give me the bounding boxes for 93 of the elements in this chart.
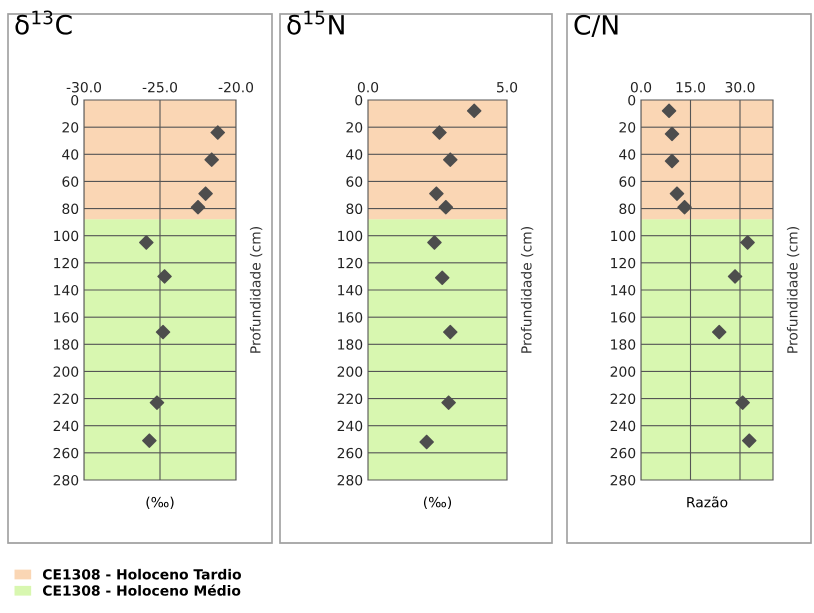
y-tick-label: 40 (62, 149, 78, 160)
y-tick-label: 40 (619, 149, 636, 160)
x-tick-label: -25.0 (142, 82, 178, 92)
point (662, 104, 676, 118)
point (139, 235, 154, 250)
point (443, 324, 458, 340)
y-tick-label: 200 (54, 366, 78, 377)
point (429, 186, 444, 201)
point (670, 186, 684, 201)
x-axis-title: (‰) (146, 496, 174, 510)
x-tick-label: 0.0 (358, 82, 378, 92)
y-tick-label: 0 (71, 94, 78, 106)
point (443, 152, 458, 167)
y-tick-label: 200 (338, 366, 362, 377)
x-axis-title: (‰) (424, 496, 452, 510)
point (419, 434, 434, 450)
y-tick-label: 280 (54, 474, 78, 486)
point (441, 395, 456, 410)
y-tick-label: 140 (54, 284, 78, 296)
y-tick-label: 20 (346, 122, 362, 133)
y-tick-label: 200 (610, 366, 636, 377)
y-tick-label: 60 (346, 176, 362, 187)
y-tick-label: 120 (611, 258, 636, 268)
y-tick-label: 260 (610, 448, 636, 458)
point (434, 270, 450, 286)
y-tick-label: 140 (611, 284, 636, 296)
y-tick-label: 100 (54, 230, 78, 242)
chart-title: C/N (574, 14, 618, 37)
y-tick-label: 80 (619, 204, 636, 214)
y-axis-title: Profundidade (cm) (786, 227, 800, 353)
y-tick-label: 120 (54, 258, 78, 268)
point (427, 235, 442, 250)
y-axis-title: Profundidade (cm) (520, 227, 534, 353)
y-tick-label: 60 (619, 176, 636, 187)
y-axis-title: Profundidade (cm) (250, 227, 262, 353)
y-tick-label: 260 (54, 448, 78, 458)
y-tick-label: 180 (54, 339, 78, 350)
point (150, 395, 164, 410)
y-tick-label: 100 (338, 230, 362, 242)
point (740, 235, 755, 250)
point (142, 433, 157, 448)
y-tick-label: 160 (611, 312, 636, 323)
point (466, 104, 482, 118)
point (677, 200, 692, 214)
point (664, 126, 680, 142)
point (728, 269, 742, 284)
point (198, 186, 213, 201)
point (735, 395, 750, 410)
y-tick-label: 100 (611, 230, 636, 242)
y-tick-label: 280 (338, 474, 362, 486)
x-tick-label: 15.0 (676, 82, 706, 92)
y-tick-label: 260 (338, 448, 362, 458)
y-tick-label: 220 (54, 394, 78, 404)
point (204, 152, 219, 167)
point (210, 125, 226, 140)
y-tick-label: 220 (610, 394, 636, 404)
y-tick-label: 20 (62, 122, 78, 133)
y-tick-label: 240 (610, 420, 636, 432)
point (190, 200, 206, 214)
y-tick-label: 280 (610, 474, 636, 486)
y-tick-label: 0 (355, 94, 362, 106)
point (432, 125, 447, 140)
x-axis-title: Razão (687, 496, 728, 508)
chart-title: δ$^{15}$N (287, 10, 344, 35)
y-tick-label: 180 (338, 339, 362, 350)
x-tick-label: -30.0 (66, 82, 102, 92)
point (712, 324, 726, 340)
y-tick-label: 80 (346, 204, 362, 214)
x-tick-label: 0.0 (630, 82, 652, 92)
x-tick-label: 30.0 (726, 82, 755, 92)
y-tick-label: 120 (338, 258, 362, 268)
y-tick-label: 220 (338, 394, 362, 404)
y-tick-label: 20 (619, 122, 636, 133)
point (742, 433, 757, 448)
legend-label: CE1308 - Holoceno Tardio (42, 568, 241, 580)
point (438, 200, 454, 214)
x-tick-label: 5.0 (497, 82, 518, 92)
point (156, 324, 170, 340)
y-tick-label: 180 (611, 339, 636, 350)
y-tick-label: 160 (338, 312, 362, 323)
y-tick-label: 240 (54, 420, 78, 432)
y-tick-label: 60 (62, 176, 78, 187)
y-tick-label: 240 (338, 420, 362, 432)
y-tick-label: 160 (54, 312, 78, 323)
point (157, 269, 172, 284)
y-tick-label: 40 (346, 149, 362, 160)
point (664, 154, 680, 168)
y-tick-label: 140 (338, 284, 362, 296)
y-tick-label: 0 (628, 94, 636, 106)
chart-title: δ$^{13}$C (15, 10, 72, 35)
y-tick-label: 80 (62, 204, 78, 214)
legend-label: CE1308 - Holoceno Médio (42, 584, 240, 596)
x-tick-label: -20.0 (218, 82, 254, 92)
